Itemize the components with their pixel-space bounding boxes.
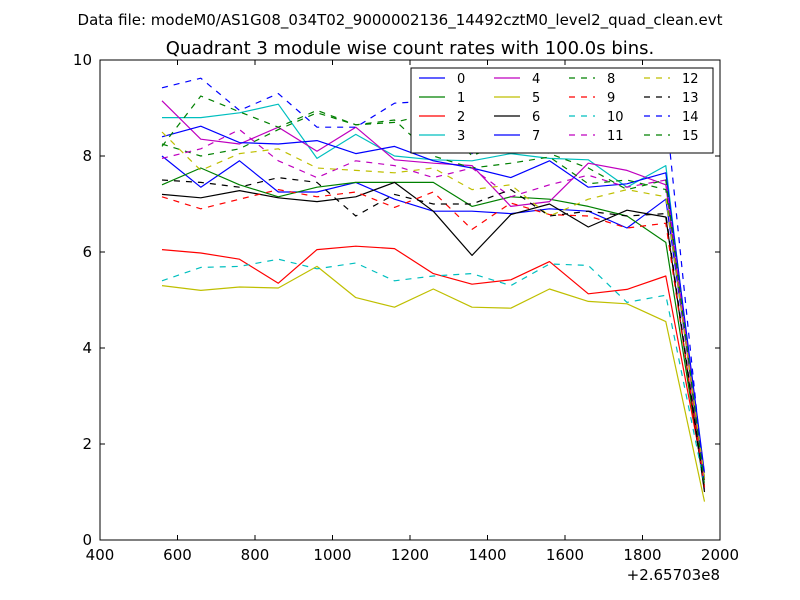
y-tick-label: 4 <box>82 339 92 357</box>
legend-label-15: 15 <box>682 129 699 144</box>
series-line-5 <box>161 265 706 502</box>
legend-label-0: 0 <box>457 72 465 87</box>
legend-label-4: 4 <box>532 72 540 87</box>
x-tick-label: 1000 <box>313 546 351 564</box>
series-line-11 <box>161 129 706 483</box>
series-line-3 <box>162 103 706 488</box>
legend-label-8: 8 <box>607 72 615 87</box>
x-tick-label: 600 <box>163 546 192 564</box>
legend-label-2: 2 <box>457 110 465 125</box>
series-line-10 <box>161 258 706 485</box>
series-line-7 <box>161 125 706 473</box>
legend-label-12: 12 <box>682 72 699 87</box>
y-tick-label: 2 <box>82 435 92 453</box>
x-tick-label: 1400 <box>468 546 506 564</box>
x-tick-label: 400 <box>86 546 115 564</box>
legend-label-5: 5 <box>532 91 540 106</box>
series-line-12 <box>161 131 706 478</box>
legend-label-3: 3 <box>457 129 465 144</box>
chart-title: Quadrant 3 module wise count rates with … <box>166 38 655 59</box>
x-tick-label: 1600 <box>546 546 584 564</box>
legend-label-1: 1 <box>457 91 465 106</box>
y-tick-label: 6 <box>82 243 92 261</box>
legend-label-11: 11 <box>607 129 624 144</box>
legend-label-14: 14 <box>682 110 699 125</box>
legend-label-6: 6 <box>532 110 540 125</box>
series-line-6 <box>161 181 706 493</box>
y-tick-label: 10 <box>73 51 92 69</box>
x-offset-label: +2.65703e8 <box>627 566 720 584</box>
series-line-2 <box>161 245 706 481</box>
legend-label-7: 7 <box>532 129 540 144</box>
x-tick-label: 2000 <box>701 546 739 564</box>
series-line-15 <box>161 95 706 485</box>
plot-frame <box>99 59 721 541</box>
x-tick-label: 800 <box>241 546 270 564</box>
series-line-1 <box>161 167 706 488</box>
y-tick-label: 0 <box>82 531 92 549</box>
series-line-4 <box>161 100 706 490</box>
series-line-13 <box>161 177 706 490</box>
x-tick-label: 1200 <box>391 546 429 564</box>
legend-box <box>410 67 714 154</box>
x-tick-label: 1800 <box>623 546 661 564</box>
y-tick-label: 8 <box>82 147 92 165</box>
chart-suptitle: Data file: modeM0/AS1G08_034T02_90000021… <box>78 11 723 30</box>
legend-label-13: 13 <box>682 91 699 106</box>
legend-label-9: 9 <box>607 91 615 106</box>
legend-label-10: 10 <box>607 110 624 125</box>
